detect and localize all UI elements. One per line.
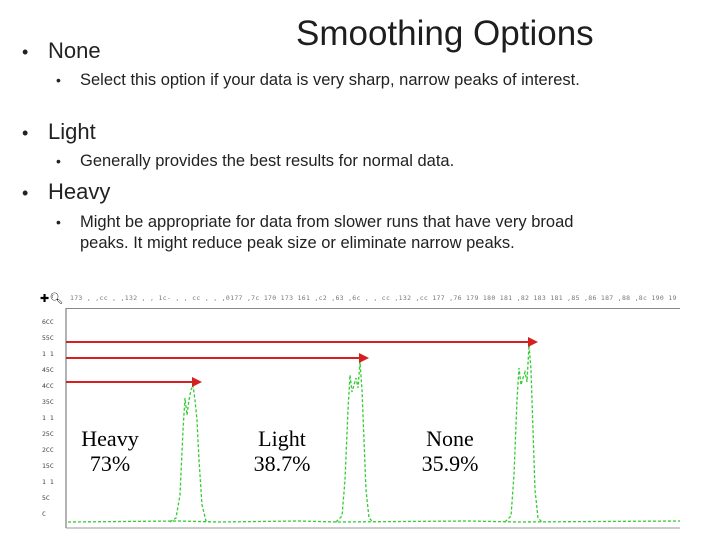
bullet-none: • None [22,38,101,64]
slide-title: Smoothing Options [296,14,594,53]
trace-plot [65,308,680,529]
bullet-heavy-label: Heavy [48,179,111,204]
peak-height-arrows [66,337,538,387]
y-tick: 6CC [42,318,54,326]
y-axis: 6CC 55C 1 1 45C 4CC 35C 1 1 25C 2CC 15C … [42,312,66,524]
peak-label-heavy-name: Heavy [81,426,139,451]
peak-label-none: None 35.9% [408,426,492,476]
peak-heavy-trace [169,382,211,523]
peak-label-heavy-percent: 73% [89,451,131,476]
peak-label-heavy: Heavy 73% [70,426,150,476]
sub-bullet-dot: • [56,72,61,88]
peak-label-light: Light 38.7% [240,426,324,476]
peak-label-none-percent: 35.9% [421,451,479,476]
y-tick: 35C [42,398,54,406]
arrow-light-head [359,353,369,363]
y-tick: 4CC [42,382,54,390]
peak-label-light-name: Light [258,426,306,451]
bullet-none-detail: • Select this option if your data is very… [56,70,580,91]
size-ruler: 173 , ,cc , ,132 , , 1c- , , cc , , ,017… [66,292,680,309]
bullet-none-text: Select this option if your data is very … [80,71,580,89]
peak-none-trace [504,344,543,523]
bullet-light-detail: • Generally provides the best results for… [56,151,640,172]
sub-bullet-dot: • [56,214,61,230]
magnifier-icon[interactable]: 🔍︎ [49,292,64,305]
y-tick: 15C [42,462,54,470]
bullet-light-text: Generally provides the best results for … [80,152,455,170]
sub-bullet-dot: • [56,153,61,169]
peak-label-none-name: None [426,426,474,451]
bullet-heavy-text: Might be appropriate for data from slowe… [80,213,574,252]
bullet-heavy-detail: • Might be appropriate for data from slow… [56,212,620,254]
peak-light-trace [335,361,374,523]
y-tick: 5C [42,494,50,502]
bullet-light-label: Light [48,119,96,144]
bullet-dot: • [22,42,29,62]
plot-toolbar: ✚🔍︎ [40,293,66,305]
bullet-heavy: • Heavy [22,179,110,205]
bullet-dot: • [22,123,29,143]
y-tick: 1 1 [42,414,54,422]
y-tick: 1 1 [42,350,54,358]
ruler-labels: 173 , ,cc , ,132 , , 1c- , , cc , , ,017… [70,294,676,302]
electropherogram-panel [38,290,680,530]
arrow-none-head [528,337,538,347]
trace-baseline [67,520,680,523]
bullet-dot: • [22,183,29,203]
bullet-none-label: None [48,38,101,63]
zoom-in-icon[interactable]: ✚ [40,292,50,305]
y-tick: 45C [42,366,54,374]
arrow-heavy-head [192,377,202,387]
y-tick: C [42,510,46,518]
y-tick: 1 1 [42,478,54,486]
y-tick: 25C [42,430,54,438]
y-tick: 2CC [42,446,54,454]
y-tick: 55C [42,334,54,342]
bullet-light: • Light [22,119,96,145]
peak-label-light-percent: 38.7% [253,451,311,476]
